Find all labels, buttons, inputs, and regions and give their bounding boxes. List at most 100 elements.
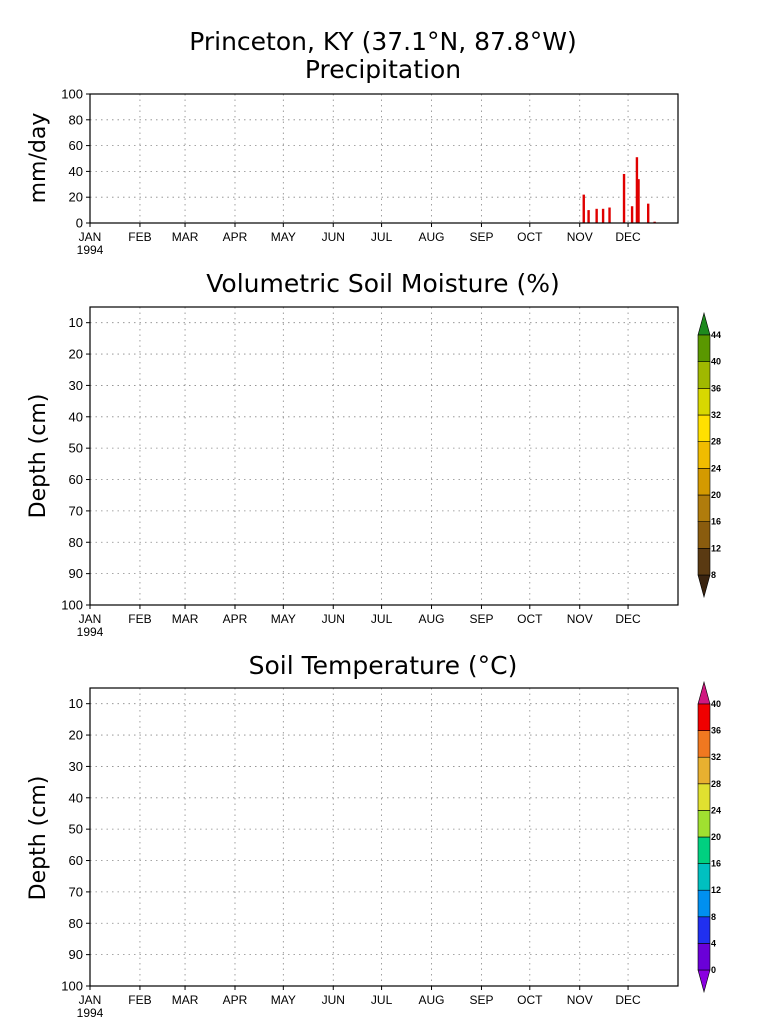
y-tick-label: 80 (69, 112, 83, 127)
y-tick-label: 60 (69, 138, 83, 153)
colorbar-label: 40 (711, 699, 721, 709)
colorbar-label: 28 (711, 437, 721, 447)
colorbar-label: 32 (711, 410, 721, 420)
x-year-label: 1994 (77, 243, 104, 257)
x-tick-label: OCT (517, 230, 543, 244)
colorbar-label: 32 (711, 752, 721, 762)
soil-temperature-title: Soil Temperature (°C) (249, 651, 518, 680)
colorbar-segment (697, 414, 711, 442)
x-tick-label: AUG (419, 230, 445, 244)
colorbar-label: 0 (711, 965, 716, 975)
x-tick-label: MAR (172, 993, 199, 1007)
y-tick-label: 30 (69, 759, 83, 774)
precip-x-ticks: JAN FEB MAR APR MAY JUN JUL AUG SEP OCT NOV DEC 1994 (77, 223, 641, 257)
colorbar-segment (697, 334, 711, 362)
moisture-x-ticks: JAN FEB MAR APR MAY JUN JUL AUG SEP OCT NOV DEC 1994 (77, 605, 641, 639)
y-tick-label: 70 (69, 884, 83, 899)
x-tick-label: SEP (469, 993, 493, 1007)
precip-bar (587, 210, 590, 223)
y-tick-label: 0 (76, 216, 83, 231)
colorbar-segment (697, 916, 711, 944)
x-tick-label: OCT (517, 993, 543, 1007)
x-tick-label: MAR (172, 612, 199, 626)
x-tick-label: SEP (469, 230, 493, 244)
moisture-plot-frame (89, 306, 679, 606)
colorbar-label: 8 (711, 570, 716, 580)
moisture-y-ticks: 10 20 30 40 50 60 70 80 90 100 (61, 315, 90, 613)
colorbar-label: 12 (711, 885, 721, 895)
colorbar-segment (697, 756, 711, 785)
precip-y-axis-label: mm/day (26, 113, 51, 204)
precip-grid (90, 93, 678, 223)
colorbar-segment (697, 810, 711, 838)
y-tick-label: 70 (69, 503, 83, 518)
x-tick-label: AUG (419, 993, 445, 1007)
x-tick-label: JUN (322, 230, 345, 244)
x-tick-label: APR (223, 230, 248, 244)
precip-bar (653, 221, 656, 223)
y-tick-label: 40 (69, 790, 83, 805)
colorbar-label: 36 (711, 383, 721, 393)
precip-bar (635, 157, 639, 223)
x-tick-label: FEB (128, 612, 151, 626)
precip-plot-frame (89, 93, 679, 224)
y-tick-label: 80 (69, 916, 83, 931)
x-tick-label: DEC (615, 230, 641, 244)
colorbar-label: 16 (711, 859, 721, 869)
soil-moisture-title: Volumetric Soil Moisture (%) (206, 269, 560, 298)
colorbar-segment (697, 783, 711, 811)
y-tick-label: 10 (69, 315, 83, 330)
y-tick-label: 20 (69, 347, 83, 362)
precip-bar (637, 179, 640, 223)
temperature-y-ticks: 10 20 30 40 50 60 70 80 90 100 (61, 696, 90, 994)
y-tick-label: 60 (69, 472, 83, 487)
colorbar-label: 24 (711, 805, 721, 815)
x-tick-label: JUN (322, 612, 345, 626)
y-tick-label: 90 (69, 947, 83, 962)
precip-bars (582, 157, 656, 223)
x-tick-label: APR (223, 993, 248, 1007)
y-tick-label: 40 (69, 164, 83, 179)
x-tick-label: OCT (517, 612, 543, 626)
x-tick-label: FEB (128, 993, 151, 1007)
moisture-grid (90, 307, 678, 605)
x-tick-label: FEB (128, 230, 151, 244)
x-tick-label: JAN (79, 230, 102, 244)
y-tick-label: 50 (69, 822, 83, 837)
x-tick-label: MAY (271, 612, 296, 626)
y-tick-label: 20 (69, 728, 83, 743)
colorbar-label: 20 (711, 490, 721, 500)
colorbar-label: 16 (711, 517, 721, 527)
colorbar-label: 24 (711, 463, 721, 473)
colorbar-segment (697, 680, 711, 705)
moisture-colorbar: 8 12 16 20 24 28 32 36 40 44 (697, 311, 721, 599)
colorbar-segment (697, 703, 711, 731)
x-tick-label: DEC (615, 993, 641, 1007)
x-tick-label: JUN (322, 993, 345, 1007)
colorbar-label: 44 (711, 330, 721, 340)
colorbar-label: 12 (711, 543, 721, 553)
temperature-plot-frame (89, 687, 679, 987)
colorbar-segment (697, 836, 711, 864)
y-tick-label: 100 (61, 979, 83, 994)
colorbar-label: 4 (711, 938, 716, 948)
temperature-x-ticks: JAN FEB MAR APR MAY JUN JUL AUG SEP OCT NOV DEC 1994 (77, 986, 641, 1020)
x-tick-label: APR (223, 612, 248, 626)
station-title: Princeton, KY (37.1°N, 87.8°W) (189, 27, 577, 56)
x-tick-label: JAN (79, 612, 102, 626)
colorbar-segment (697, 863, 711, 891)
temperature-y-axis-label: Depth (cm) (26, 776, 51, 901)
colorbar-segment (697, 521, 711, 549)
x-tick-label: JUL (371, 612, 393, 626)
moisture-y-axis-label: Depth (cm) (26, 394, 51, 519)
colorbar-label: 20 (711, 832, 721, 842)
y-tick-label: 50 (69, 441, 83, 456)
x-tick-label: MAY (271, 993, 296, 1007)
precip-bar (608, 207, 611, 223)
x-year-label: 1994 (77, 625, 104, 639)
temperature-grid (90, 688, 678, 986)
x-tick-label: MAY (271, 230, 296, 244)
x-tick-label: NOV (567, 993, 593, 1007)
colorbar-label: 40 (711, 357, 721, 367)
